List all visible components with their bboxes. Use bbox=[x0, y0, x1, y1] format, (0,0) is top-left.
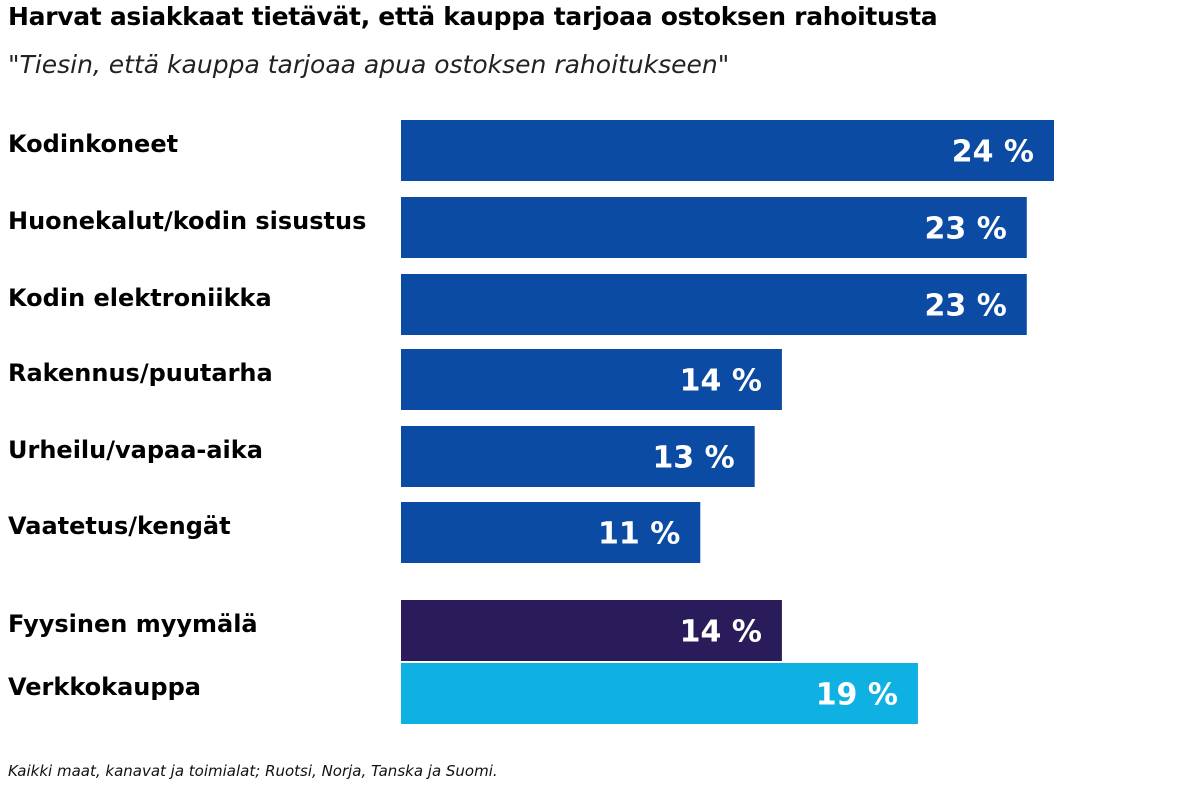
data-label: 14 % bbox=[680, 615, 762, 650]
category-label: Kodin elektroniikka bbox=[8, 284, 272, 312]
category-label: Huonekalut/kodin sisustus bbox=[8, 207, 366, 235]
chart-title: Harvat asiakkaat tietävät, että kauppa t… bbox=[8, 2, 938, 31]
bar bbox=[401, 600, 782, 661]
category-label: Urheilu/vapaa-aika bbox=[8, 436, 263, 464]
bar bbox=[401, 120, 1054, 181]
data-label: 13 % bbox=[652, 441, 734, 476]
category-label: Vaatetus/kengät bbox=[8, 512, 231, 540]
chart-footnote: Kaikki maat, kanavat ja toimialat; Ruots… bbox=[8, 762, 498, 780]
data-label: 24 % bbox=[952, 135, 1034, 170]
chart-subtitle: "Tiesin, että kauppa tarjoaa apua ostoks… bbox=[8, 50, 730, 79]
bar bbox=[401, 349, 782, 410]
category-label: Fyysinen myymälä bbox=[8, 610, 258, 638]
category-label: Verkkokauppa bbox=[8, 673, 201, 701]
category-label: Rakennus/puutarha bbox=[8, 359, 273, 387]
data-label: 14 % bbox=[680, 364, 762, 399]
bar bbox=[401, 663, 918, 724]
bar bbox=[401, 502, 701, 563]
bar bbox=[401, 197, 1027, 258]
data-label: 23 % bbox=[925, 212, 1007, 247]
data-label: 19 % bbox=[816, 678, 898, 713]
category-label: Kodinkoneet bbox=[8, 130, 178, 158]
data-label: 23 % bbox=[925, 289, 1007, 324]
data-label: 11 % bbox=[598, 517, 680, 552]
bar bbox=[401, 426, 755, 487]
bar bbox=[401, 274, 1027, 335]
